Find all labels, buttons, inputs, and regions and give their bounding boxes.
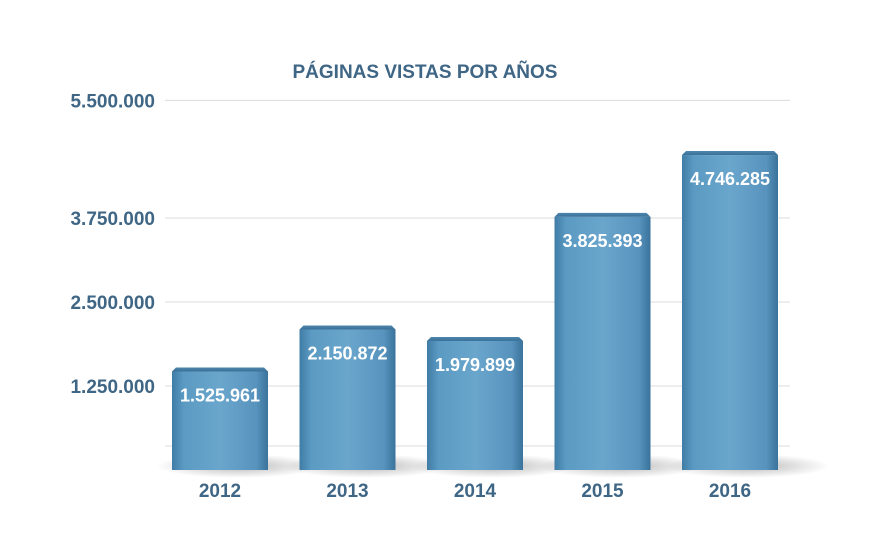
bar <box>172 371 268 470</box>
bar-cap <box>554 212 651 217</box>
y-tick-label: 1.250.000 <box>70 377 155 398</box>
y-tick-label: 2.500.000 <box>70 293 155 314</box>
x-tick-label: 2012 <box>199 481 241 502</box>
x-tick-label: 2013 <box>326 481 368 502</box>
bar <box>299 329 396 470</box>
bar <box>427 340 523 470</box>
y-tick-label: 3.750.000 <box>70 209 155 230</box>
y-tick-label: 5.500.000 <box>70 91 155 112</box>
data-label: 2.150.872 <box>307 343 387 363</box>
data-label: 1.979.899 <box>435 355 515 375</box>
data-label: 4.746.285 <box>690 169 770 189</box>
bar-cap <box>172 367 268 372</box>
bar-cap <box>299 325 396 330</box>
bar-cap <box>682 151 778 156</box>
bar <box>682 155 778 470</box>
x-tick-label: 2016 <box>709 481 751 502</box>
bar-cap <box>427 336 523 341</box>
x-tick-label: 2014 <box>454 481 497 502</box>
bar <box>554 216 651 470</box>
data-label: 3.825.393 <box>562 231 642 251</box>
chart-title: PÁGINAS VISTAS POR AÑOS <box>293 61 558 83</box>
x-tick-label: 2015 <box>581 481 624 502</box>
data-label: 1.525.961 <box>180 385 260 405</box>
